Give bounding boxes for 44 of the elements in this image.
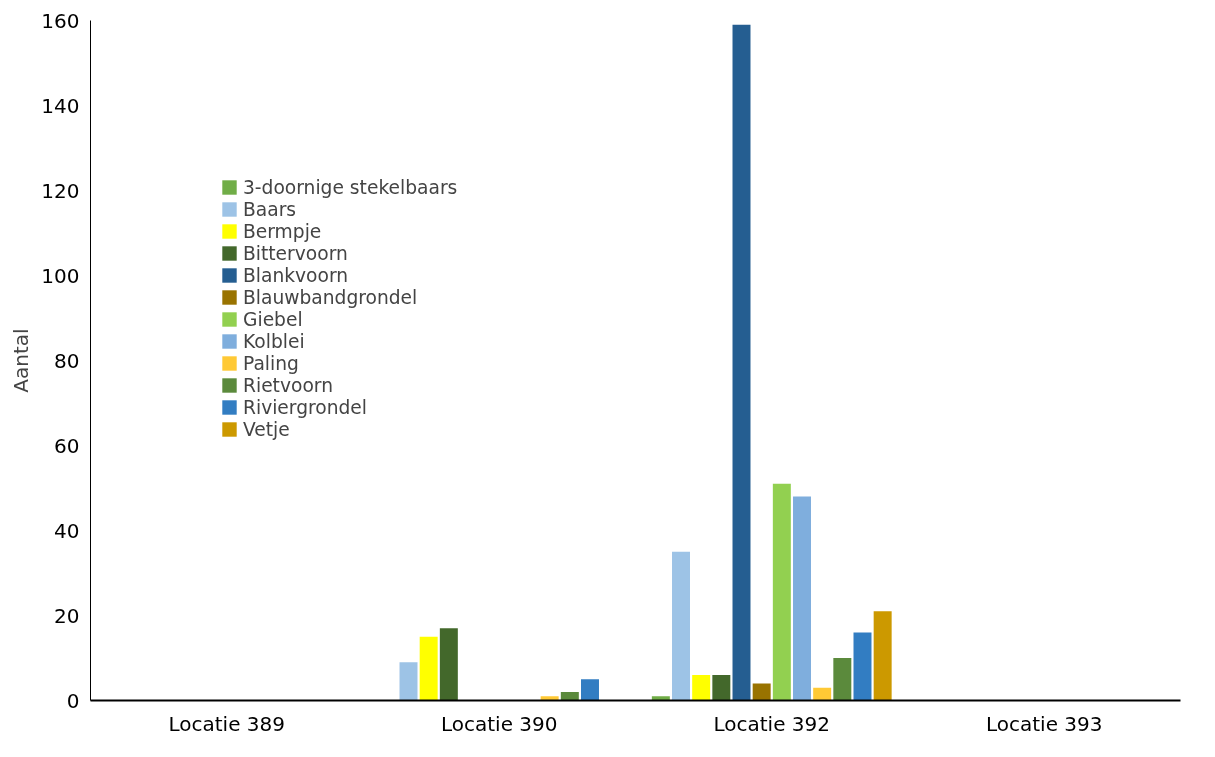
y-tick-label: 120 bbox=[41, 178, 80, 203]
y-axis-title: Aantal bbox=[9, 328, 34, 393]
bar bbox=[853, 632, 872, 701]
legend-label: Giebel bbox=[243, 308, 303, 330]
legend-label: Rietvoorn bbox=[243, 374, 333, 396]
y-tick-label: 160 bbox=[41, 8, 80, 33]
legend-label: Riviergrondel bbox=[243, 396, 368, 418]
bar bbox=[873, 611, 892, 701]
bar bbox=[419, 636, 438, 701]
bar bbox=[732, 24, 751, 701]
bar bbox=[813, 687, 832, 701]
legend-label: Bittervoorn bbox=[243, 242, 348, 264]
bar bbox=[833, 658, 852, 701]
y-tick-label: 40 bbox=[54, 518, 80, 543]
x-tick-label: Locatie 389 bbox=[168, 711, 286, 736]
legend-label: 3-doornige stekelbaars bbox=[243, 176, 458, 198]
bar bbox=[651, 696, 670, 701]
y-tick-label: 140 bbox=[41, 93, 80, 118]
x-tick-label: Locatie 392 bbox=[713, 711, 831, 736]
bar bbox=[581, 679, 599, 701]
legend-label: Blankvoorn bbox=[243, 264, 349, 286]
legend-label: Paling bbox=[243, 352, 299, 374]
bar bbox=[439, 628, 458, 701]
y-tick-label: 60 bbox=[54, 433, 80, 458]
legend-label: Vetje bbox=[243, 418, 290, 440]
bar bbox=[772, 483, 791, 701]
legend-label: Bermpje bbox=[243, 220, 322, 242]
bar bbox=[560, 692, 579, 701]
bar bbox=[692, 675, 711, 701]
y-tick-label: 20 bbox=[54, 603, 80, 628]
y-tick-label: 80 bbox=[54, 348, 80, 373]
bar bbox=[793, 496, 811, 701]
legend-label: Baars bbox=[243, 198, 297, 220]
bar bbox=[672, 551, 690, 701]
x-tick-label: Locatie 393 bbox=[985, 711, 1103, 736]
legend-label: Kolblei bbox=[243, 330, 305, 352]
y-tick-label: 0 bbox=[66, 688, 80, 713]
legend-label: Blauwbandgrondel bbox=[243, 286, 418, 308]
y-tick-label: 100 bbox=[41, 263, 80, 288]
bar bbox=[752, 683, 771, 701]
bar bbox=[712, 675, 731, 701]
x-tick-label: Locatie 390 bbox=[440, 711, 558, 736]
bar bbox=[540, 696, 559, 701]
bar bbox=[399, 662, 418, 701]
